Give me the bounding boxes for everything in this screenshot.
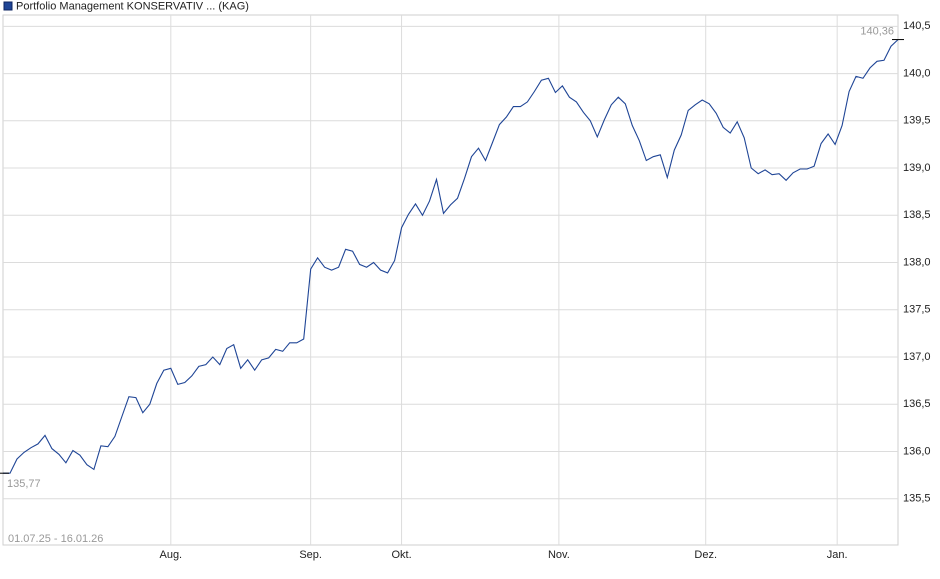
x-tick-label: Okt. xyxy=(391,549,411,561)
price-line xyxy=(3,39,899,474)
y-tick-label: 136,0 xyxy=(903,445,931,457)
x-tick-label: Nov. xyxy=(548,549,570,561)
x-tick-label: Aug. xyxy=(159,549,182,561)
y-tick-label: 135,5 xyxy=(903,493,931,505)
y-tick-label: 138,5 xyxy=(903,209,931,221)
legend-swatch xyxy=(3,1,13,11)
x-tick-label: Dez. xyxy=(694,549,717,561)
date-range: 01.07.25 - 16.01.26 xyxy=(8,533,103,545)
x-tick-label: Sep. xyxy=(299,549,322,561)
chart-title: Portfolio Management KONSERVATIV ... (KA… xyxy=(16,0,249,12)
y-tick-label: 138,0 xyxy=(903,256,931,268)
y-tick-label: 140,5 xyxy=(903,20,931,32)
value-label: 135,77 xyxy=(7,478,41,490)
plot-frame xyxy=(2,14,899,546)
y-tick-label: 140,0 xyxy=(903,67,931,79)
y-tick-label: 139,0 xyxy=(903,162,931,174)
y-tick-label: 136,5 xyxy=(903,398,931,410)
y-tick-label: 137,0 xyxy=(903,351,931,363)
y-tick-label: 137,5 xyxy=(903,304,931,316)
value-label: 140,36 xyxy=(860,25,894,37)
y-tick-label: 139,5 xyxy=(903,115,931,127)
x-tick-label: Jan. xyxy=(827,549,848,561)
